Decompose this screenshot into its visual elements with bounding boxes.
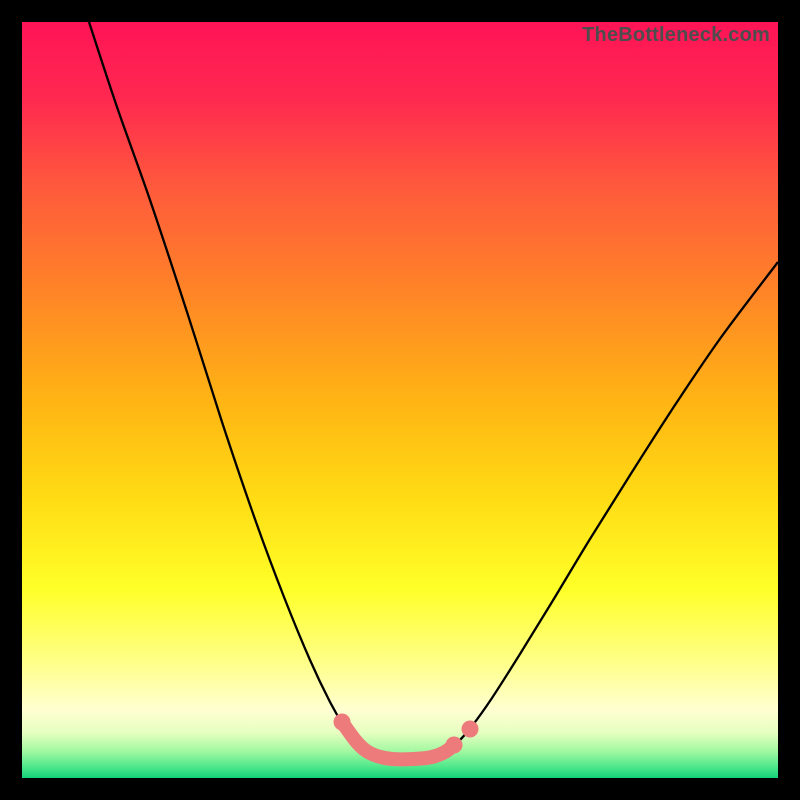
highlight-path — [342, 722, 454, 759]
highlight-dot — [462, 721, 479, 738]
highlight-segment — [334, 714, 479, 760]
highlight-dot — [334, 714, 351, 731]
highlight-dot — [446, 737, 463, 754]
chart-frame: TheBottleneck.com — [0, 0, 800, 800]
plot-area: TheBottleneck.com — [22, 22, 778, 778]
curve-layer — [22, 22, 778, 778]
bottleneck-curve — [89, 22, 778, 759]
watermark-text: TheBottleneck.com — [582, 24, 770, 47]
